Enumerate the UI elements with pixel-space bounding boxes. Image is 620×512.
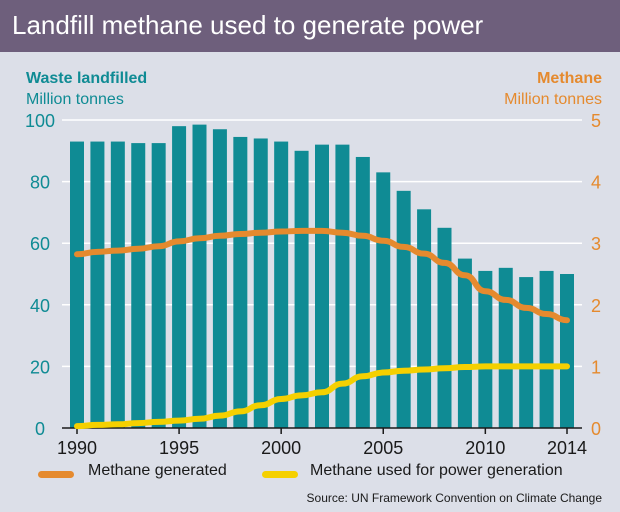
- bar: [70, 141, 84, 428]
- left-axis-title: Waste landfilled: [26, 70, 148, 87]
- bar: [151, 143, 166, 428]
- legend-label-methane-power: Methane used for power generation: [310, 462, 563, 479]
- left-tick-label: 80: [30, 173, 50, 193]
- bar: [560, 274, 574, 428]
- title-bar: Landfill methane used to generate power: [0, 0, 620, 52]
- line-methane-power: [74, 363, 570, 430]
- left-tick-label: 40: [30, 296, 50, 316]
- bar: [253, 138, 268, 429]
- bar: [539, 270, 554, 428]
- bar: [498, 267, 513, 428]
- bar: [519, 277, 534, 428]
- bar: [110, 141, 125, 428]
- bar: [192, 124, 207, 429]
- x-tick-label: 1990: [57, 438, 97, 458]
- chart-title: Landfill methane used to generate power: [12, 10, 484, 40]
- x-tick-label: 2010: [465, 438, 505, 458]
- left-tick-label: 60: [30, 234, 50, 254]
- bar: [335, 144, 350, 428]
- right-axis-unit: Million tonnes: [504, 91, 602, 108]
- bar: [417, 209, 432, 428]
- bar: [274, 141, 289, 428]
- right-tick-label: 2: [591, 296, 601, 316]
- right-tick-label: 4: [591, 173, 601, 193]
- bar: [172, 126, 187, 428]
- left-tick-label: 0: [35, 419, 45, 439]
- legend-swatch-methane-generated: [38, 471, 74, 478]
- bar: [355, 156, 370, 428]
- x-tick-label: 1995: [159, 438, 199, 458]
- legend-swatch-methane-power: [262, 471, 298, 478]
- right-tick-label: 3: [591, 234, 601, 254]
- legend-label-methane-generated: Methane generated: [88, 462, 227, 479]
- left-tick-label: 100: [25, 111, 55, 131]
- source-note: Source: UN Framework Convention on Clima…: [306, 491, 602, 505]
- bar: [376, 172, 391, 428]
- left-tick-label: 20: [30, 357, 50, 377]
- bar: [233, 136, 248, 428]
- bar: [131, 143, 146, 428]
- x-tick-label: 2000: [261, 438, 301, 458]
- bar: [294, 150, 309, 429]
- right-axis-title: Methane: [537, 70, 602, 87]
- line-methane-generated: [74, 227, 570, 324]
- right-tick-label: 1: [591, 357, 601, 377]
- bar: [396, 190, 411, 428]
- bar: [457, 258, 472, 428]
- bar: [437, 227, 452, 428]
- bar: [212, 129, 227, 429]
- left-axis-unit: Million tonnes: [26, 91, 124, 108]
- x-tick-label: 2005: [363, 438, 403, 458]
- bar: [90, 141, 105, 428]
- x-tick-label: 2014: [547, 438, 587, 458]
- right-tick-label: 0: [591, 419, 601, 439]
- bar: [478, 270, 493, 428]
- right-tick-label: 5: [591, 111, 601, 131]
- bar: [315, 144, 329, 428]
